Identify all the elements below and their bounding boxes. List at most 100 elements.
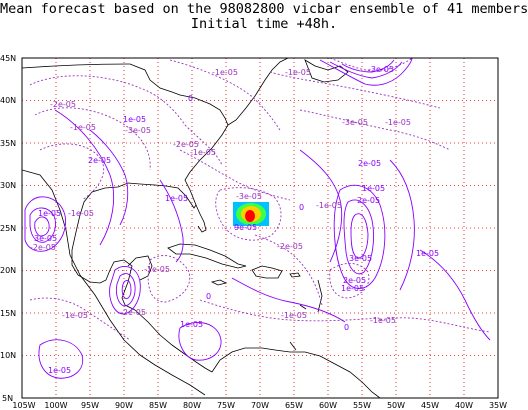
coastline-gulf-coast bbox=[71, 124, 229, 311]
contour-positive bbox=[29, 207, 56, 243]
contour-label: -2e-05 bbox=[120, 308, 146, 317]
contour-negative bbox=[39, 143, 105, 201]
contour-positive bbox=[389, 159, 415, 291]
contour-label: 0 bbox=[299, 203, 304, 212]
contour-labels: -1e-05 -1e-05 -3e-05 -2e-05 0 -1e-05 1e-… bbox=[30, 65, 439, 375]
contour-label: 2e-05 bbox=[343, 276, 366, 285]
contour-label: 3e-05 bbox=[34, 234, 57, 243]
forecast-peak-cluster bbox=[233, 202, 269, 226]
lon-label: 65W bbox=[285, 401, 303, 410]
lon-label: 70W bbox=[251, 401, 269, 410]
lat-label: 40N bbox=[0, 96, 16, 105]
contour-label: -1e-05 bbox=[281, 311, 307, 320]
lat-label: 45N bbox=[0, 54, 16, 63]
contour-positive bbox=[34, 216, 50, 237]
contour-positive bbox=[159, 179, 184, 263]
lon-label: 95W bbox=[81, 401, 99, 410]
coastlines bbox=[22, 58, 381, 398]
contour-label: -1e-05 bbox=[316, 201, 342, 210]
lon-label: 105W bbox=[12, 401, 35, 410]
contour-positive bbox=[341, 59, 395, 73]
contour-negative bbox=[29, 75, 223, 166]
coastline-florida bbox=[195, 204, 207, 233]
coastline-puerto-rico bbox=[289, 272, 301, 278]
lat-label: 30N bbox=[0, 181, 16, 190]
map-title-line2: Initial time +48h. bbox=[190, 16, 338, 32]
contour-positive bbox=[178, 321, 222, 361]
contour-label: 1e-05 bbox=[341, 284, 364, 293]
contour-label: 0 bbox=[344, 323, 349, 332]
contour-label: -3e-05 bbox=[125, 126, 151, 135]
contour-negative bbox=[215, 187, 282, 241]
contour-positive bbox=[121, 279, 132, 299]
coastline-yucatan bbox=[127, 255, 153, 281]
contour-positive bbox=[115, 273, 136, 307]
contour-label: 3e-05 bbox=[349, 254, 372, 263]
coastline-jamaica bbox=[210, 279, 228, 286]
contour-label: -1e-05 bbox=[144, 265, 170, 274]
lon-label: 75W bbox=[217, 401, 235, 410]
coastline-newfoundland bbox=[304, 59, 349, 83]
contour-label: -3e-05 bbox=[342, 118, 368, 127]
contour-positive bbox=[24, 196, 67, 252]
lat-label: 20N bbox=[0, 266, 16, 275]
contour-label: -1e-05 bbox=[212, 68, 238, 77]
coastline-lesser-antilles bbox=[289, 279, 323, 351]
contour-label: -3e-05 bbox=[368, 65, 394, 74]
map-title-line1: Mean forecast based on the 98082800 vicb… bbox=[0, 1, 528, 17]
contour-label: -1e-05 bbox=[70, 123, 96, 132]
contour-negative bbox=[254, 234, 323, 306]
contour-negative bbox=[179, 149, 291, 201]
contour-positive bbox=[38, 339, 84, 379]
contour-negative bbox=[269, 71, 441, 109]
contour-negative bbox=[299, 109, 451, 151]
contour-positive bbox=[54, 109, 115, 246]
lat-lon-grid bbox=[22, 58, 498, 398]
contour-negative bbox=[29, 297, 131, 341]
contour-label: 1e-05 bbox=[416, 249, 439, 258]
contour-label: -2e-05 bbox=[277, 242, 303, 251]
contour-label: 2e-05 bbox=[358, 159, 381, 168]
coastline-central-america bbox=[134, 309, 213, 373]
contour-label: 1e-05 bbox=[165, 194, 188, 203]
contour-label: 9e-05 bbox=[234, 223, 257, 232]
contour-label: -1e-05 bbox=[68, 209, 94, 218]
contour-positive bbox=[231, 277, 346, 323]
contour-label: -1e-05 bbox=[190, 148, 216, 157]
contour-negative bbox=[329, 263, 370, 299]
lat-label: 5N bbox=[2, 394, 13, 403]
contour-positive bbox=[299, 149, 343, 263]
lon-label: 85W bbox=[149, 401, 167, 410]
contour-positive bbox=[329, 61, 403, 79]
contour-label: 1e-05 bbox=[48, 366, 71, 375]
contour-positive bbox=[350, 213, 369, 259]
contour-lines bbox=[24, 58, 491, 379]
contour-positive bbox=[419, 249, 491, 341]
lon-label: 60W bbox=[319, 401, 337, 410]
lat-label: 25N bbox=[0, 224, 16, 233]
lat-label: 15N bbox=[0, 309, 16, 318]
contour-label: 2e-05 bbox=[88, 156, 111, 165]
contour-negative bbox=[34, 107, 151, 171]
contour-label: 1e-05 bbox=[180, 320, 203, 329]
lon-label: 80W bbox=[183, 401, 201, 410]
contour-label: 1e-05 bbox=[362, 184, 385, 193]
lon-label: 45W bbox=[421, 401, 439, 410]
contour-label: -2e-05 bbox=[173, 140, 199, 149]
lon-label: 40W bbox=[455, 401, 473, 410]
lon-label: 90W bbox=[115, 401, 133, 410]
coastline-cuba bbox=[167, 243, 247, 269]
contour-label: 1e-05 bbox=[123, 115, 146, 124]
contour-label: 0 bbox=[188, 94, 193, 103]
contour-label: -1e-05 bbox=[285, 68, 311, 77]
coastline-north-america bbox=[22, 58, 289, 126]
coastline-pacific bbox=[22, 169, 206, 396]
map-frame bbox=[21, 57, 499, 399]
lon-label: 50W bbox=[387, 401, 405, 410]
latitude-labels: 5N 10N 15N 20N 25N 30N 35N 40N 45N bbox=[0, 54, 16, 403]
lat-label: 35N bbox=[0, 139, 16, 148]
contour-positive bbox=[343, 199, 375, 275]
contour-label: -1e-05 bbox=[370, 316, 396, 325]
lon-label: 35W bbox=[489, 401, 507, 410]
